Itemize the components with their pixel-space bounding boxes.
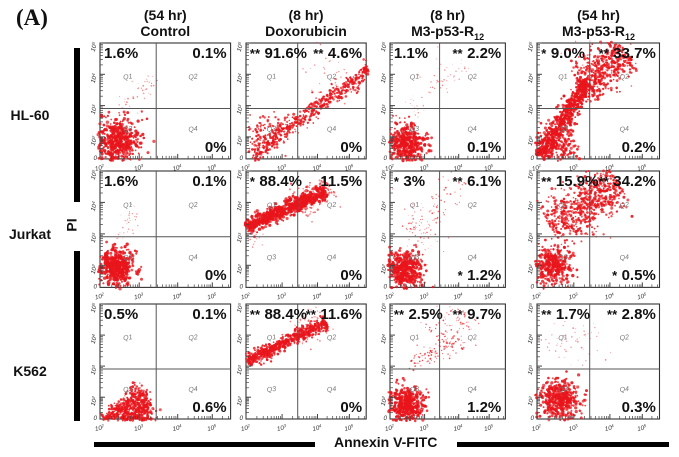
svg-text:Q1: Q1 bbox=[266, 201, 276, 209]
svg-text:Q4: Q4 bbox=[188, 126, 198, 134]
svg-text:0: 0 bbox=[239, 283, 243, 290]
svg-text:104: 104 bbox=[172, 291, 184, 301]
svg-text:102: 102 bbox=[94, 291, 106, 301]
svg-text:104: 104 bbox=[235, 72, 245, 84]
svg-text:Q1: Q1 bbox=[123, 73, 133, 81]
svg-text:105: 105 bbox=[343, 291, 355, 301]
svg-text:Q3: Q3 bbox=[266, 254, 276, 262]
svg-text:0: 0 bbox=[383, 155, 387, 162]
svg-text:Q3: Q3 bbox=[558, 126, 568, 134]
svg-text:103: 103 bbox=[276, 291, 288, 301]
svg-text:Q1: Q1 bbox=[123, 201, 133, 209]
svg-text:105: 105 bbox=[89, 41, 99, 53]
svg-text:103: 103 bbox=[235, 231, 245, 243]
svg-text:Q3: Q3 bbox=[123, 126, 133, 134]
svg-text:102: 102 bbox=[379, 135, 389, 147]
svg-text:104: 104 bbox=[379, 72, 389, 84]
svg-text:Q4: Q4 bbox=[326, 126, 336, 134]
svg-text:102: 102 bbox=[240, 291, 252, 301]
svg-text:103: 103 bbox=[235, 104, 245, 116]
svg-text:Q2: Q2 bbox=[467, 73, 477, 81]
svg-text:102: 102 bbox=[89, 263, 99, 275]
svg-text:0: 0 bbox=[531, 155, 535, 162]
svg-text:Q2: Q2 bbox=[326, 73, 336, 81]
svg-text:Q3: Q3 bbox=[409, 126, 419, 134]
svg-text:104: 104 bbox=[89, 200, 99, 212]
svg-text:103: 103 bbox=[526, 104, 536, 116]
svg-text:102: 102 bbox=[526, 135, 536, 147]
svg-text:102: 102 bbox=[235, 263, 245, 275]
svg-text:Q1: Q1 bbox=[558, 73, 568, 81]
svg-text:Q4: Q4 bbox=[620, 126, 630, 134]
svg-text:Q2: Q2 bbox=[188, 201, 198, 209]
svg-text:Q3: Q3 bbox=[266, 126, 276, 134]
svg-text:Q4: Q4 bbox=[326, 254, 336, 262]
svg-text:Q4: Q4 bbox=[467, 126, 477, 134]
svg-text:0: 0 bbox=[94, 283, 98, 290]
svg-text:104: 104 bbox=[235, 200, 245, 212]
svg-text:Q2: Q2 bbox=[188, 73, 198, 81]
svg-text:103: 103 bbox=[379, 104, 389, 116]
svg-text:0: 0 bbox=[94, 155, 98, 162]
svg-text:105: 105 bbox=[235, 41, 245, 53]
svg-text:104: 104 bbox=[526, 72, 536, 84]
svg-text:Q1: Q1 bbox=[409, 73, 419, 81]
svg-text:102: 102 bbox=[235, 135, 245, 147]
svg-text:103: 103 bbox=[89, 231, 99, 243]
svg-text:0: 0 bbox=[239, 155, 243, 162]
svg-text:102: 102 bbox=[89, 135, 99, 147]
svg-text:Q3: Q3 bbox=[123, 254, 133, 262]
svg-text:Q2: Q2 bbox=[620, 73, 630, 81]
svg-text:103: 103 bbox=[89, 104, 99, 116]
svg-text:Q4: Q4 bbox=[188, 254, 198, 262]
svg-text:Q2: Q2 bbox=[326, 201, 336, 209]
svg-text:105: 105 bbox=[206, 291, 218, 301]
svg-text:104: 104 bbox=[311, 291, 323, 301]
svg-text:104: 104 bbox=[89, 72, 99, 84]
svg-text:Q1: Q1 bbox=[266, 73, 276, 81]
svg-text:103: 103 bbox=[133, 291, 145, 301]
